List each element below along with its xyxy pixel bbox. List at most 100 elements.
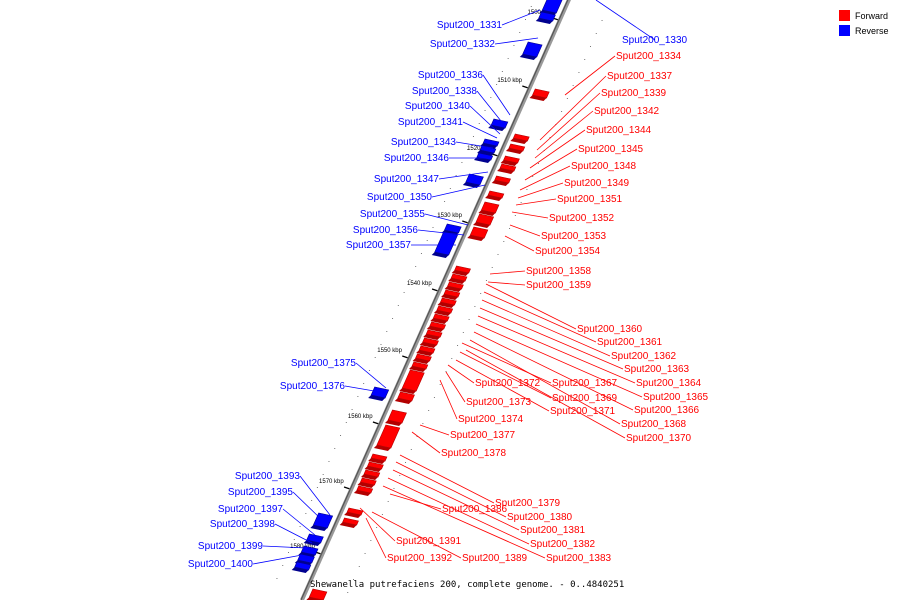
gene-block-forward-shade	[478, 210, 496, 216]
gene-label-reverse: Sput200_1346	[384, 153, 450, 164]
gene-label-reverse: Sput200_1341	[398, 117, 464, 128]
guide-dot	[363, 383, 365, 384]
kbp-tick-mark	[343, 486, 351, 490]
guide-dot	[347, 592, 349, 593]
guide-dot	[439, 384, 441, 385]
kbp-tick-mark	[431, 288, 439, 292]
gene-block-forward	[475, 213, 495, 226]
gene-block-forward	[387, 409, 407, 424]
gene-block-forward	[487, 190, 505, 199]
gene-block-reverse	[306, 533, 324, 544]
guide-dot	[415, 266, 417, 267]
gene-block-forward-shade	[500, 160, 518, 166]
guide-dot	[420, 253, 422, 254]
gene-label-reverse-leader	[455, 141, 494, 149]
gene-label-forward: Sput200_1361	[597, 337, 663, 348]
gene-block-forward	[376, 424, 401, 449]
guide-dot	[282, 565, 284, 566]
gene-label-forward-leader	[365, 517, 387, 559]
guide-dot	[403, 292, 405, 293]
legend-forward-label: Forward	[855, 11, 888, 21]
gene-block-reverse	[294, 561, 312, 571]
guide-dot	[405, 462, 407, 463]
guide-dot	[288, 552, 290, 553]
gene-block-forward-shade	[373, 445, 391, 451]
guide-dot	[484, 110, 486, 111]
kbp-tick-mark	[372, 421, 380, 425]
gene-block-reverse-shade	[477, 150, 495, 156]
gene-block-forward	[367, 461, 384, 470]
guide-dot	[392, 318, 394, 319]
guide-dot	[507, 58, 509, 59]
gene-label-reverse-leader	[292, 491, 323, 521]
guide-dot	[416, 436, 418, 437]
gene-label-forward-leader	[459, 351, 552, 399]
gene-block-forward	[494, 175, 511, 184]
gene-label-forward-leader	[371, 511, 462, 559]
guide-dot	[595, 33, 597, 34]
kbp-tick-mark	[402, 355, 409, 359]
gene-label-forward-leader	[469, 339, 621, 425]
guide-dot	[467, 149, 469, 150]
legend-reverse-swatch	[839, 25, 850, 36]
gene-block-forward-shade	[344, 512, 362, 518]
gene-label-reverse-leader	[595, 0, 656, 41]
guide-dot	[589, 46, 591, 47]
gene-label-reverse: Sput200_1357	[346, 240, 412, 251]
guide-dot	[276, 578, 278, 579]
gene-block-forward	[429, 321, 447, 330]
gene-block-forward-shade	[505, 148, 523, 154]
gene-label-forward: Sput200_1374	[458, 414, 524, 425]
gene-label-forward: Sput200_1368	[621, 419, 687, 430]
guide-dot	[399, 475, 401, 476]
gene-block-forward	[499, 163, 517, 172]
gene-label-forward: Sput200_1389	[462, 553, 528, 564]
gene-block-forward	[480, 201, 500, 214]
gene-label-reverse-leader	[262, 545, 307, 549]
gene-label-forward: Sput200_1362	[611, 351, 677, 362]
gene-label-reverse-leader	[501, 9, 541, 26]
gene-block-forward	[363, 469, 381, 478]
gene-label-forward-leader	[447, 364, 475, 384]
kbp-tick-mark	[522, 85, 529, 89]
guide-dot	[497, 254, 499, 255]
gene-block-forward-shade	[364, 466, 382, 472]
guide-dot	[428, 410, 430, 411]
kbp-tick-label: 1510 kbp	[497, 78, 522, 84]
gene-label-reverse-leader	[355, 362, 387, 389]
gene-label-forward: Sput200_1382	[530, 539, 596, 550]
gene-block-forward-shade	[361, 474, 379, 480]
gene-block-forward-shade	[409, 366, 427, 372]
gene-label-forward-leader	[382, 485, 546, 559]
guide-dot	[426, 240, 428, 241]
gene-label-forward: Sput200_1359	[526, 280, 592, 291]
gene-label-reverse-leader	[476, 90, 506, 127]
gene-label-reverse-leader	[482, 74, 511, 116]
guide-dot	[509, 228, 511, 229]
gene-label-forward-leader	[359, 507, 396, 542]
gene-label-forward: Sput200_1342	[594, 106, 660, 117]
gene-block-forward	[422, 337, 439, 346]
guide-dot	[409, 279, 411, 280]
guide-dot	[364, 553, 366, 554]
guide-dot	[351, 409, 353, 410]
gene-label-reverse: Sput200_1398	[210, 519, 276, 530]
gene-label-reverse-leader	[462, 121, 498, 139]
gene-label-reverse-leader	[274, 523, 313, 544]
guide-dot	[561, 111, 563, 112]
gene-label-forward-leader	[504, 235, 535, 252]
guide-dot	[381, 514, 383, 515]
gene-block-reverse-shade	[535, 18, 553, 24]
gene-label-forward-leader	[511, 211, 549, 219]
gene-block-forward-shade	[433, 310, 451, 316]
guide-dot	[393, 488, 395, 489]
gene-label-forward: Sput200_1373	[466, 397, 532, 408]
gene-block-reverse-shade	[303, 540, 321, 546]
gene-label-forward: Sput200_1378	[441, 448, 507, 459]
gene-block-forward-shade	[529, 95, 547, 101]
gene-block-forward	[342, 517, 359, 526]
gene-label-reverse: Sput200_1331	[437, 20, 503, 31]
guide-dot	[370, 540, 372, 541]
guide-dot	[514, 215, 516, 216]
gene-label-forward-leader	[411, 431, 441, 454]
